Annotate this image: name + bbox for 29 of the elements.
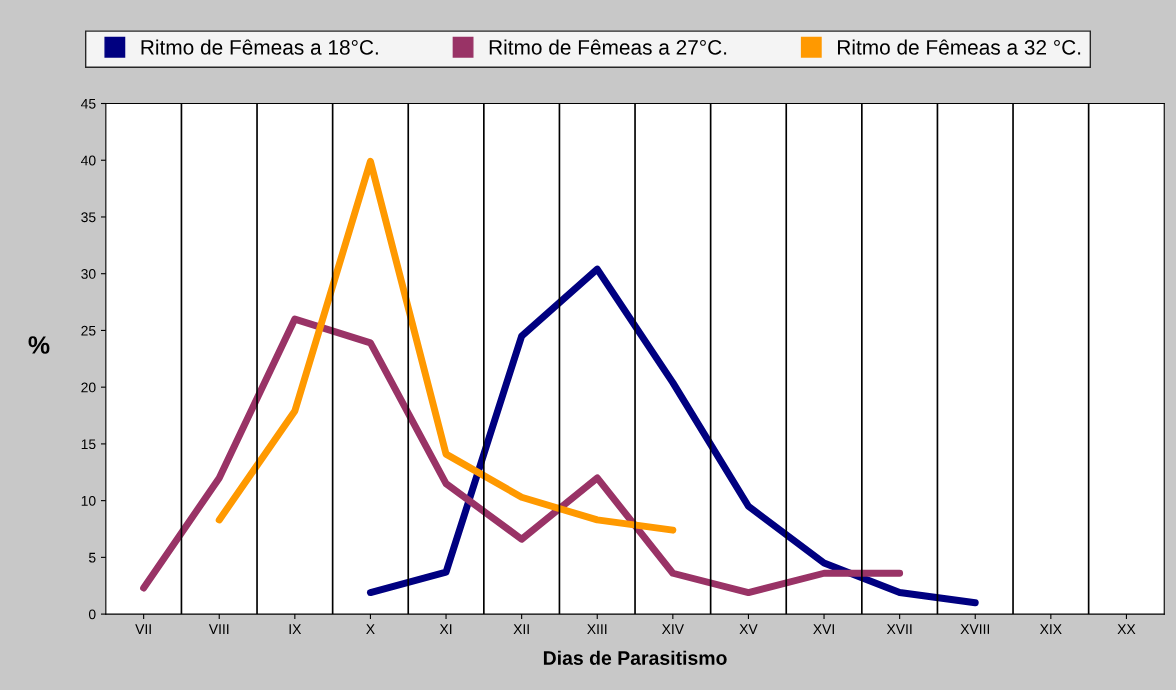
x-tick-label: XI [439,624,452,634]
y-tick-label: 10 [81,495,96,506]
x-tick-label: XVII [886,624,912,634]
y-tick-label: 35 [81,212,96,223]
x-tick-label: XII [513,624,529,634]
x-tick-label: IX [289,624,302,634]
y-tick-label: 25 [81,325,96,336]
y-axis-title: % [28,336,50,354]
y-tick-label: 30 [81,269,96,279]
legend-label: Ritmo de Fêmeas a 27°C. [489,39,727,55]
legend-label: Ritmo de Fêmeas a 18°C. [141,39,378,55]
y-tick-label: 45 [80,98,96,109]
y-tick-label: 20 [81,382,96,393]
x-tick-label: X [366,624,375,634]
x-tick-label: XX [1117,624,1136,634]
x-tick-label: VIII [208,624,229,634]
x-tick-label: XV [739,624,758,634]
y-tick-label: 15 [81,439,96,450]
x-tick-label: XIII [587,624,607,634]
x-tick-label: XIX [1039,624,1062,634]
x-axis-title: Dias de Parasitismo [543,650,727,665]
x-tick-label: XIV [661,624,684,634]
x-tick-label: VII [135,624,151,634]
legend-label: Ritmo de Fêmeas a 32 °C. [838,39,1081,55]
x-tick-label: XVIII [960,624,990,634]
y-tick-label: 5 [88,552,96,563]
x-tick-label: XVI [813,624,834,634]
y-tick-label: 40 [80,155,96,166]
y-tick-label: 0 [88,609,96,620]
